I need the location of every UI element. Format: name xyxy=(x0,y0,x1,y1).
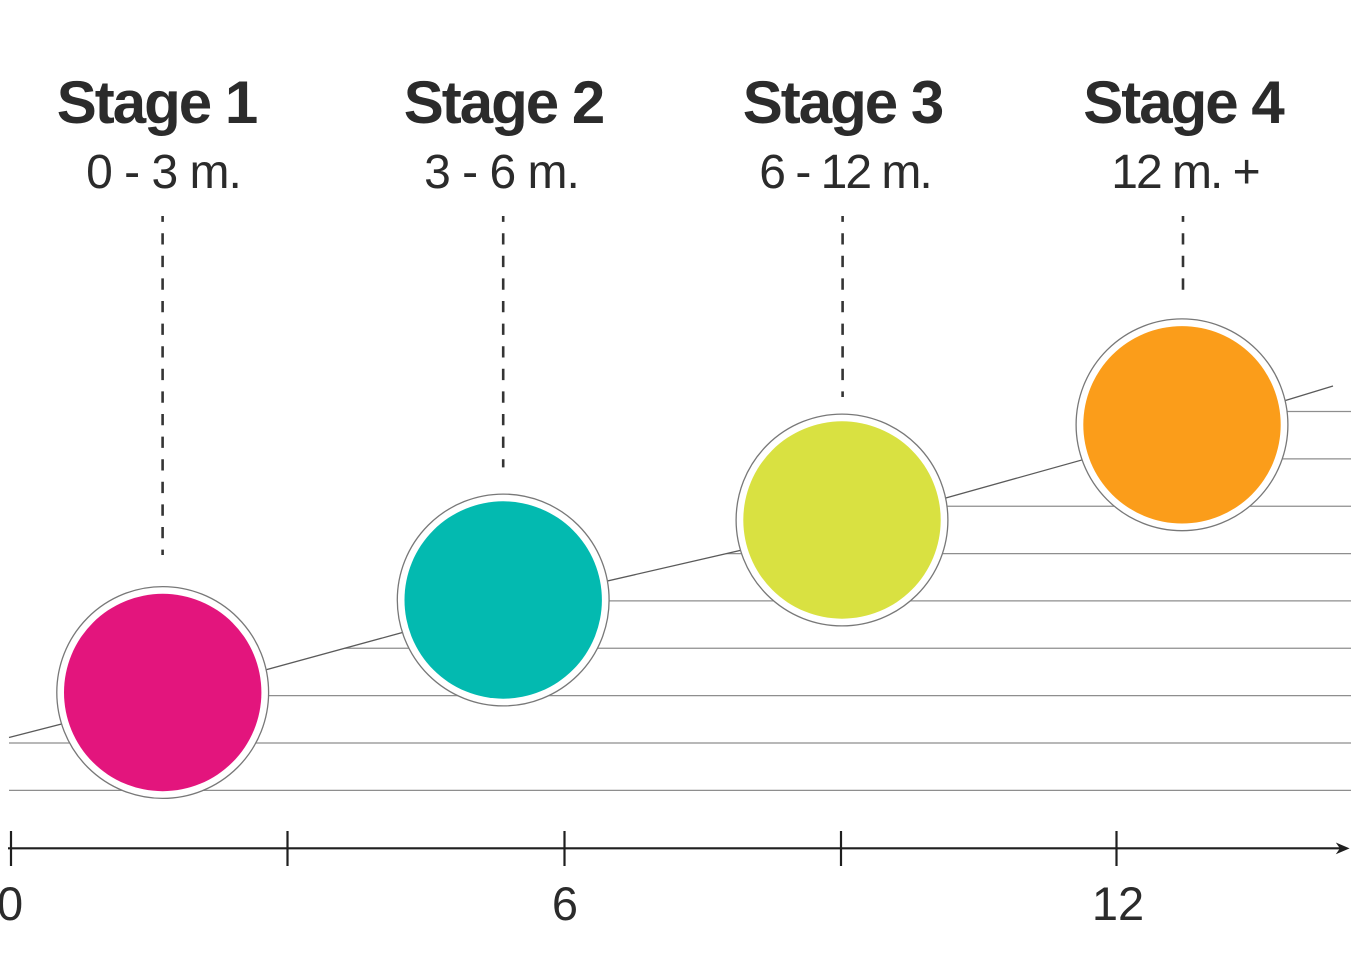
svg-text:0 - 3 m.: 0 - 3 m. xyxy=(86,146,241,199)
svg-text:Stage 3: Stage 3 xyxy=(743,69,943,136)
svg-text:Stage 1: Stage 1 xyxy=(57,69,257,136)
svg-text:0: 0 xyxy=(0,877,23,930)
svg-text:Stage 2: Stage 2 xyxy=(404,69,603,136)
svg-text:12 m. +: 12 m. + xyxy=(1111,146,1258,199)
svg-text:Stage 4: Stage 4 xyxy=(1083,69,1285,136)
svg-text:6 - 12 m.: 6 - 12 m. xyxy=(759,146,930,199)
svg-text:6: 6 xyxy=(552,877,578,930)
svg-text:12: 12 xyxy=(1092,877,1144,930)
svg-text:3 - 6 m.: 3 - 6 m. xyxy=(424,146,579,199)
